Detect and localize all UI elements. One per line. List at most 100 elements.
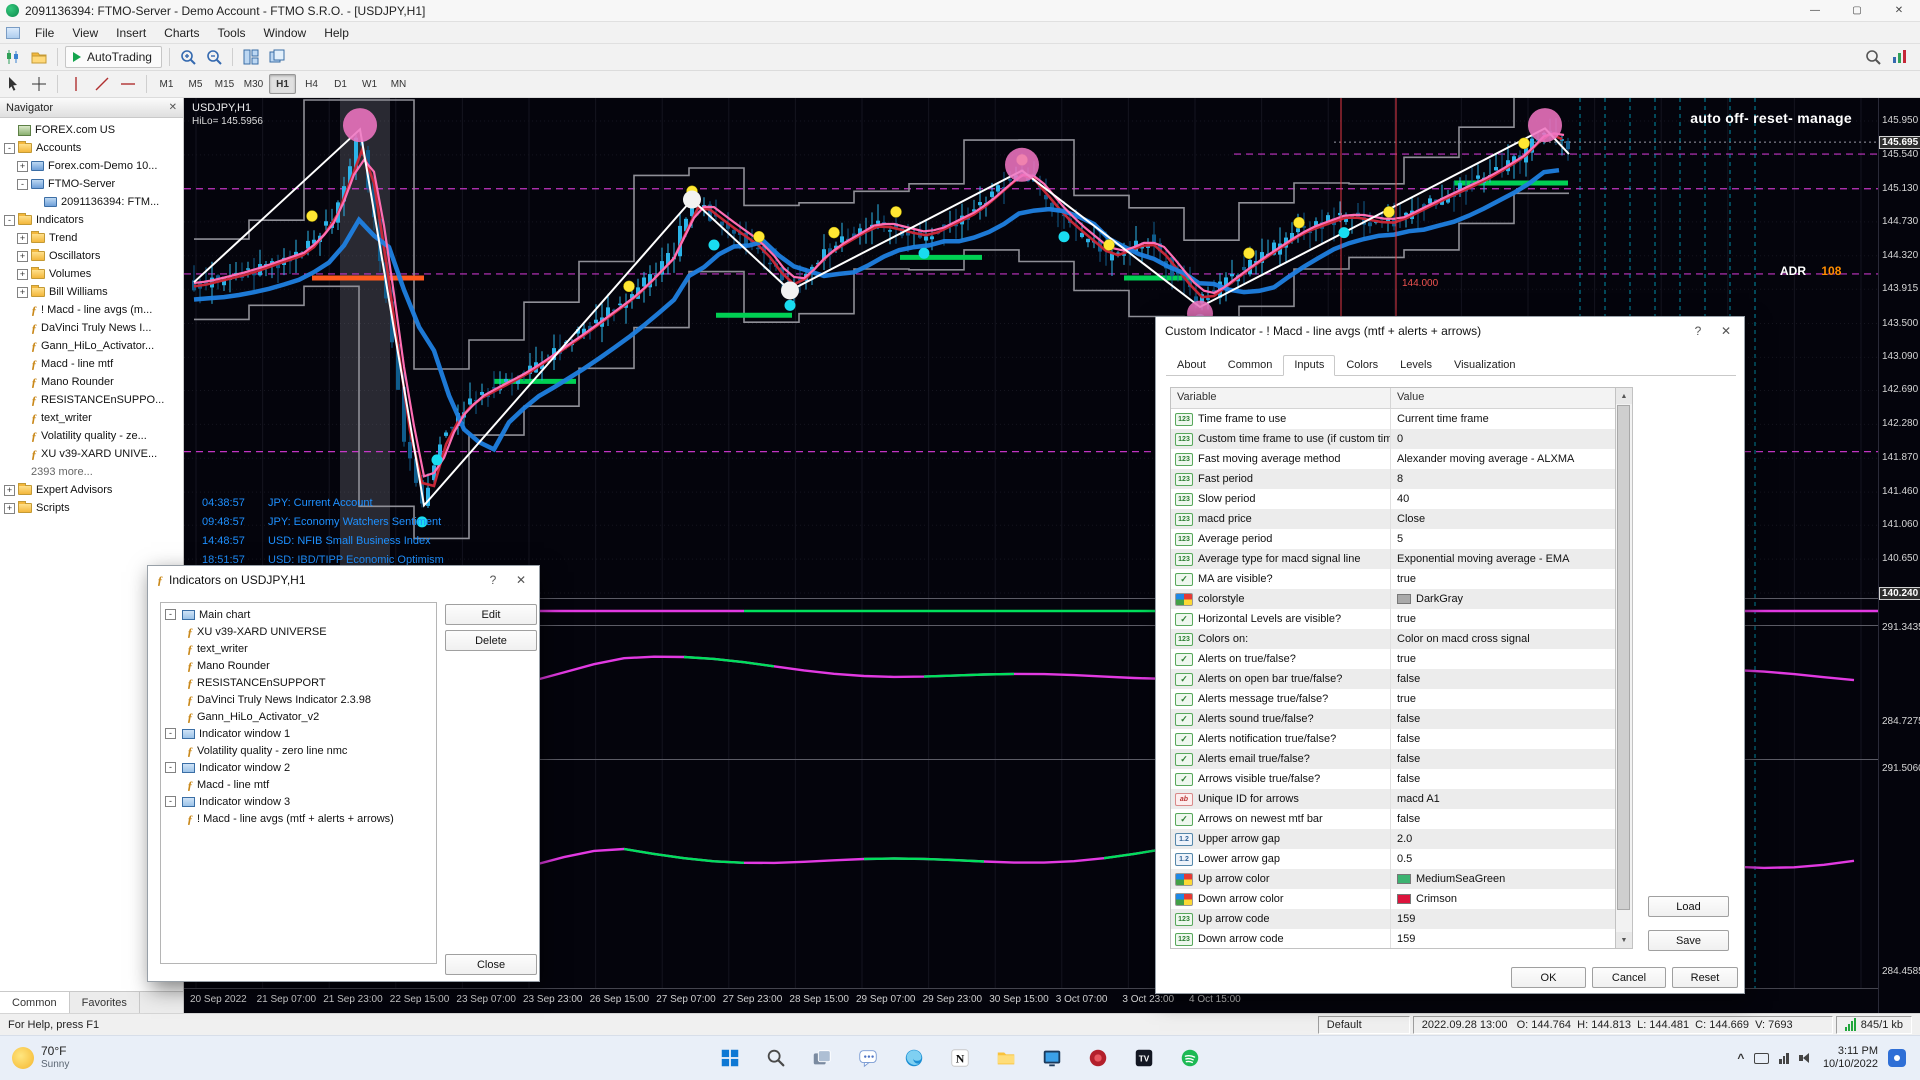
collapse-icon[interactable]: - xyxy=(4,142,15,154)
value-cell[interactable]: 159 xyxy=(1391,909,1615,929)
value-cell[interactable]: 8 xyxy=(1391,469,1615,489)
timeframe-button-m30[interactable]: M30 xyxy=(243,78,264,90)
input-row[interactable]: ✓ MA are visible? true xyxy=(1171,569,1615,589)
value-cell[interactable]: false xyxy=(1391,809,1615,829)
menu-item-window[interactable]: Window xyxy=(263,25,307,40)
help-button[interactable]: ? xyxy=(489,573,497,587)
zoom-out-icon[interactable] xyxy=(202,46,226,68)
value-cell[interactable]: 40 xyxy=(1391,489,1615,509)
value-cell[interactable]: false xyxy=(1391,729,1615,749)
input-row[interactable]: ✓ Alerts notification true/false? false xyxy=(1171,729,1615,749)
value-cell[interactable]: true xyxy=(1391,689,1615,709)
load-button[interactable]: Load xyxy=(1648,896,1729,917)
menu-item-view[interactable]: View xyxy=(72,25,99,40)
profile-panel[interactable]: Default xyxy=(1317,1015,1410,1034)
scrollbar[interactable]: ▲ ▼ xyxy=(1616,387,1633,949)
collapse-icon[interactable]: - xyxy=(165,728,176,739)
tradingview-icon[interactable]: TV xyxy=(1125,1039,1163,1077)
value-cell[interactable]: true xyxy=(1391,649,1615,669)
timeframe-button-m5[interactable]: M5 xyxy=(188,78,203,90)
indicator-group-row[interactable]: - Main chart xyxy=(161,606,436,623)
value-cell[interactable]: 5 xyxy=(1391,529,1615,549)
timeframe-button-m1[interactable]: M1 xyxy=(159,78,174,90)
expand-icon[interactable]: + xyxy=(4,502,15,514)
close-button[interactable]: ✕ xyxy=(1720,324,1732,338)
navigator-item[interactable]: ƒ text_writer xyxy=(0,409,183,427)
input-row[interactable]: 123 macd price Close xyxy=(1171,509,1615,529)
tab-colors[interactable]: Colors xyxy=(1346,359,1379,371)
custom-indicator-titlebar[interactable]: Custom Indicator - ! Macd - line avgs (m… xyxy=(1156,317,1744,345)
indicator-row[interactable]: ƒ Gann_HiLo_Activator_v2 xyxy=(161,708,436,725)
horizontal-line-icon[interactable] xyxy=(116,73,140,95)
expand-icon[interactable]: + xyxy=(4,484,15,496)
value-cell[interactable]: Crimson xyxy=(1391,889,1615,909)
crosshair-icon[interactable] xyxy=(27,73,51,95)
network-icon[interactable] xyxy=(1779,1052,1789,1064)
value-cell[interactable]: 2.0 xyxy=(1391,829,1615,849)
input-row[interactable]: 123 Average type for macd signal line Expo… xyxy=(1171,549,1615,569)
tab-about[interactable]: About xyxy=(1177,359,1206,371)
volume-icon[interactable] xyxy=(1798,1052,1813,1064)
value-cell[interactable]: false xyxy=(1391,709,1615,729)
value-cell[interactable]: Close xyxy=(1391,509,1615,529)
explorer-icon[interactable] xyxy=(987,1039,1025,1077)
navigator-item[interactable]: + Expert Advisors xyxy=(0,481,183,499)
tile-windows-icon[interactable] xyxy=(239,46,263,68)
navigator-tab-common[interactable]: Common xyxy=(0,992,70,1013)
input-row[interactable]: 123 Fast period 8 xyxy=(1171,469,1615,489)
timeframe-button-h1[interactable]: H1 xyxy=(269,74,296,94)
trendline-icon[interactable] xyxy=(90,73,114,95)
value-cell[interactable]: true xyxy=(1391,569,1615,589)
value-cell[interactable]: Alexander moving average - ALXMA xyxy=(1391,449,1615,469)
collapse-icon[interactable]: - xyxy=(4,214,15,226)
navigator-item[interactable]: ƒ ! Macd - line avgs (m... xyxy=(0,301,183,319)
timeframe-button-w1[interactable]: W1 xyxy=(362,78,377,90)
tab-visualization[interactable]: Visualization xyxy=(1453,359,1516,371)
navigator-tab-favorites[interactable]: Favorites xyxy=(70,992,140,1013)
search-icon[interactable] xyxy=(757,1039,795,1077)
input-row[interactable]: 123 Time frame to use Current time frame xyxy=(1171,409,1615,429)
edge-icon[interactable] xyxy=(895,1039,933,1077)
menu-item-tools[interactable]: Tools xyxy=(217,25,246,40)
collapse-icon[interactable]: - xyxy=(165,609,176,620)
navigator-item[interactable]: ƒ DaVinci Truly News I... xyxy=(0,319,183,337)
expand-icon[interactable]: + xyxy=(17,286,28,298)
maximize-button[interactable]: ▢ xyxy=(1852,5,1862,16)
navigator-item[interactable]: + Trend xyxy=(0,229,183,247)
collapse-icon[interactable]: - xyxy=(17,178,28,190)
input-row[interactable]: 123 Up arrow code 159 xyxy=(1171,909,1615,929)
input-row[interactable]: 1.2 Upper arrow gap 2.0 xyxy=(1171,829,1615,849)
navigator-item[interactable]: + Bill Williams xyxy=(0,283,183,301)
navigator-item[interactable]: - Accounts xyxy=(0,139,183,157)
start-icon[interactable] xyxy=(711,1039,749,1077)
value-cell[interactable]: Exponential moving average - EMA xyxy=(1391,549,1615,569)
tab-common[interactable]: Common xyxy=(1227,359,1273,371)
close-dialog-button[interactable]: Close xyxy=(445,954,537,975)
tab-inputs[interactable]: Inputs xyxy=(1283,355,1336,376)
value-cell[interactable]: true xyxy=(1391,609,1615,629)
navigator-item[interactable]: + Scripts xyxy=(0,499,183,517)
navigator-item[interactable]: ƒ Mano Rounder xyxy=(0,373,183,391)
indicators-dialog-titlebar[interactable]: ƒ Indicators on USDJPY,H1 ? ✕ xyxy=(148,566,539,594)
value-cell[interactable]: macd A1 xyxy=(1391,789,1615,809)
indicator-group-row[interactable]: - Indicator window 3 xyxy=(161,793,436,810)
value-cell[interactable]: MediumSeaGreen xyxy=(1391,869,1615,889)
indicator-row[interactable]: ƒ Volatility quality - zero line nmc xyxy=(161,742,436,759)
navigator-close-icon[interactable]: ✕ xyxy=(168,102,177,113)
edit-button[interactable]: Edit xyxy=(445,604,537,625)
tab-levels[interactable]: Levels xyxy=(1400,359,1432,371)
timeframe-button-m15[interactable]: M15 xyxy=(214,78,235,90)
expand-icon[interactable]: + xyxy=(17,232,28,244)
cast-icon[interactable] xyxy=(1754,1052,1770,1064)
navigator-item[interactable]: ƒ Gann_HiLo_Activator... xyxy=(0,337,183,355)
timeframe-button-mn[interactable]: MN xyxy=(390,78,407,90)
input-row[interactable]: 123 Average period 5 xyxy=(1171,529,1615,549)
cancel-button[interactable]: Cancel xyxy=(1592,967,1666,988)
collapse-icon[interactable]: - xyxy=(165,762,176,773)
input-row[interactable]: ✓ Alerts email true/false? false xyxy=(1171,749,1615,769)
indicator-row[interactable]: ƒ Macd - line mtf xyxy=(161,776,436,793)
navigator-item[interactable]: - Indicators xyxy=(0,211,183,229)
profiles-icon[interactable] xyxy=(27,46,51,68)
notion-icon[interactable]: N xyxy=(941,1039,979,1077)
data-window-icon[interactable] xyxy=(1887,46,1911,68)
